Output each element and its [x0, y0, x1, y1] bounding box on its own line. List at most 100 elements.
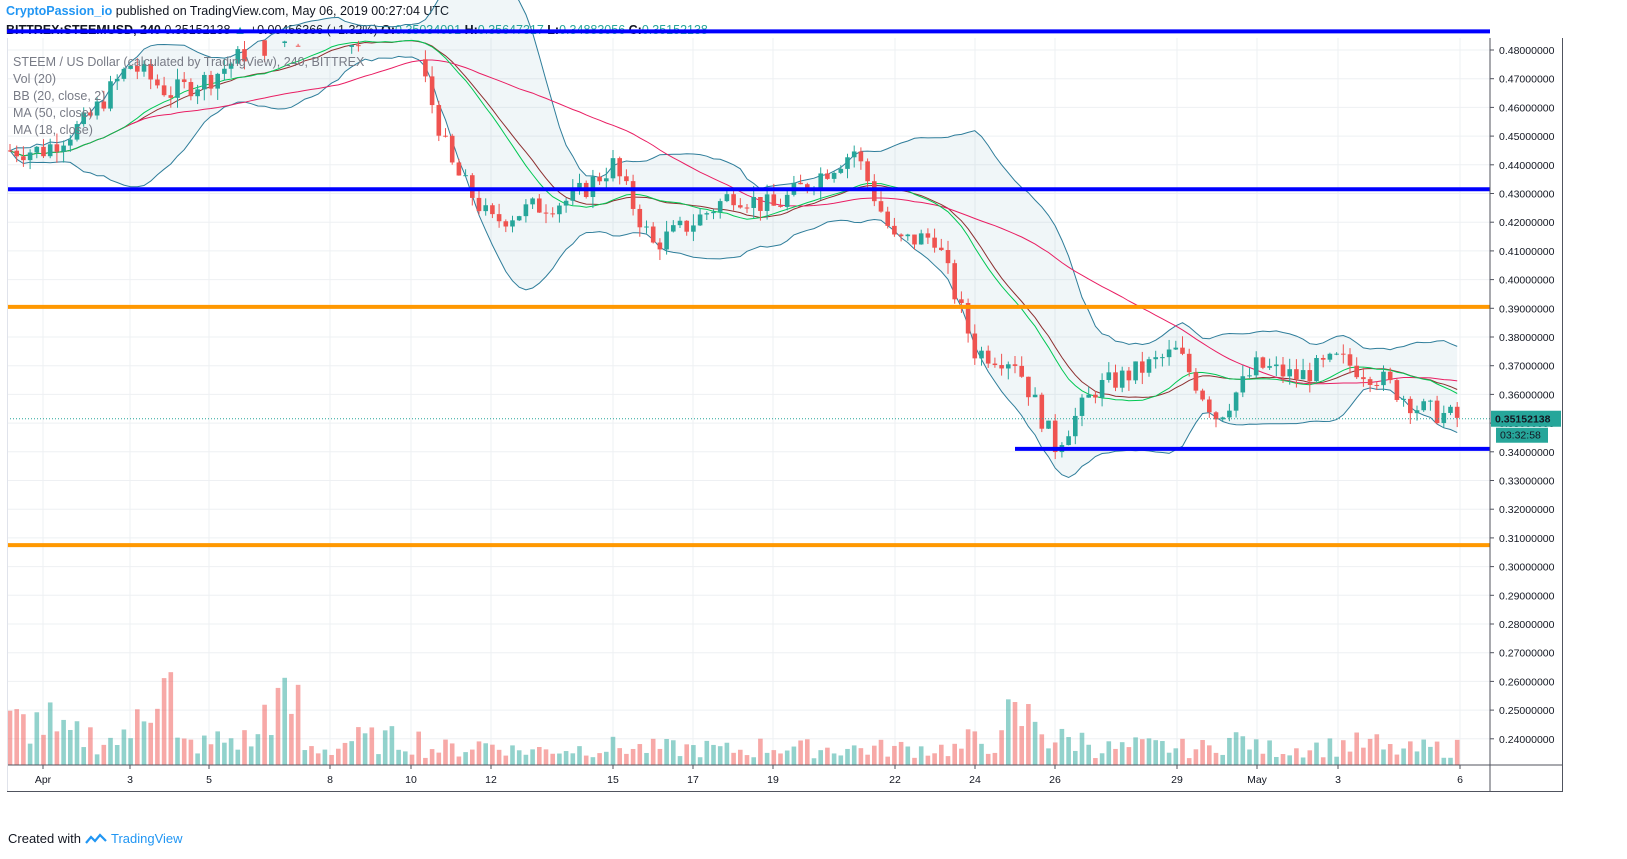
y-tick-label: 0.38000000 [1499, 332, 1555, 344]
volume-bar [1012, 702, 1018, 765]
candle-body [604, 178, 609, 182]
volume-bar [885, 756, 890, 765]
y-tick-label: 0.41000000 [1499, 246, 1555, 258]
volume-bar [322, 749, 328, 765]
volume-bar [135, 709, 140, 765]
candle-body [1106, 372, 1112, 380]
volume-bar [94, 754, 100, 765]
tradingview-link[interactable]: TradingView [110, 831, 183, 846]
volume-bar [905, 746, 911, 765]
volume-bar [1106, 741, 1112, 765]
candle-body [1012, 364, 1018, 366]
volume-bar [376, 754, 381, 765]
volume-bar [476, 741, 482, 765]
volume-bar [1093, 758, 1098, 765]
candle-body [845, 157, 850, 169]
candle-body [463, 175, 468, 177]
candle-body [503, 221, 509, 227]
candle-body [1126, 370, 1132, 381]
candle-body [1099, 379, 1105, 398]
candle-body [54, 144, 60, 152]
volume-bar [1086, 744, 1091, 765]
candle-body [242, 49, 247, 62]
y-tick-label: 0.46000000 [1499, 102, 1555, 114]
candle-body [932, 237, 937, 248]
candle-body [577, 182, 582, 190]
volume-bar [1354, 732, 1359, 765]
volume-bar [637, 744, 643, 765]
x-tick-label: 19 [767, 774, 779, 786]
x-tick-label: 3 [127, 774, 133, 786]
candle-body [14, 150, 19, 157]
candle-body [101, 101, 107, 109]
volume-bar [423, 757, 428, 765]
candle-body [1153, 357, 1158, 360]
volume-bar [530, 749, 535, 765]
candle-body [590, 176, 596, 197]
volume-bar [61, 719, 66, 765]
candle-body [610, 158, 616, 179]
candle-body [1361, 377, 1366, 380]
candle-body [925, 233, 931, 238]
bb-basis-line [9, 40, 1458, 398]
volume-bar [604, 751, 609, 765]
volume-bar [630, 748, 636, 765]
volume-bar [671, 740, 676, 765]
volume-bar [248, 746, 254, 765]
candle-body [885, 211, 890, 226]
volume-bar [1207, 745, 1212, 765]
candle-body [1019, 365, 1024, 377]
legend-ma50: MA (50, close) [13, 106, 93, 120]
volume-bar [1334, 756, 1339, 765]
x-tick-label: 22 [889, 774, 901, 786]
candle-body [168, 95, 174, 98]
volume-bar [1294, 748, 1299, 765]
candle-body [563, 200, 569, 206]
candle-body [617, 158, 622, 177]
candle-body [570, 189, 576, 201]
volume-bar [945, 756, 951, 765]
volume-bar [657, 748, 663, 765]
volume-bar [175, 737, 180, 765]
candle-body [141, 64, 147, 72]
candle-body [624, 176, 629, 182]
volume-bar [1280, 754, 1286, 765]
volume-bar [1428, 746, 1433, 765]
volume-bar [329, 754, 334, 765]
volume-bar [925, 755, 931, 765]
candle-body [597, 176, 602, 182]
candle-body [27, 152, 33, 161]
candle-body [965, 302, 971, 334]
candle-body [671, 225, 676, 232]
candle-body [1354, 365, 1359, 378]
volume-bar [972, 731, 978, 765]
candle-body [537, 198, 542, 213]
candle-body [202, 74, 207, 90]
legend-ma18: MA (18, close) [13, 123, 93, 137]
brand-link[interactable]: CryptoPassion_io [6, 4, 113, 18]
volume-bar [744, 755, 750, 765]
volume-bar [516, 750, 522, 765]
candle-body [1073, 415, 1078, 437]
volume-bar [838, 755, 844, 765]
volume-bar [644, 752, 649, 765]
candle-body [684, 220, 689, 232]
candle-body [744, 207, 750, 209]
candle-body [94, 101, 100, 116]
volume-bar [68, 729, 73, 765]
volume-bar [21, 714, 26, 765]
candle-body [851, 151, 857, 158]
volume-bar [1441, 757, 1447, 765]
volume-bar [751, 757, 756, 765]
volume-bar [369, 727, 375, 765]
candle-body [697, 214, 703, 226]
candle-body [717, 201, 723, 212]
volume-bar [798, 740, 803, 765]
candle-body [1207, 399, 1212, 413]
volume-bar [1434, 741, 1440, 765]
volume-bar [181, 738, 187, 765]
candle-body [1253, 357, 1259, 376]
candle-body [550, 213, 555, 215]
volume-bar [262, 704, 267, 765]
